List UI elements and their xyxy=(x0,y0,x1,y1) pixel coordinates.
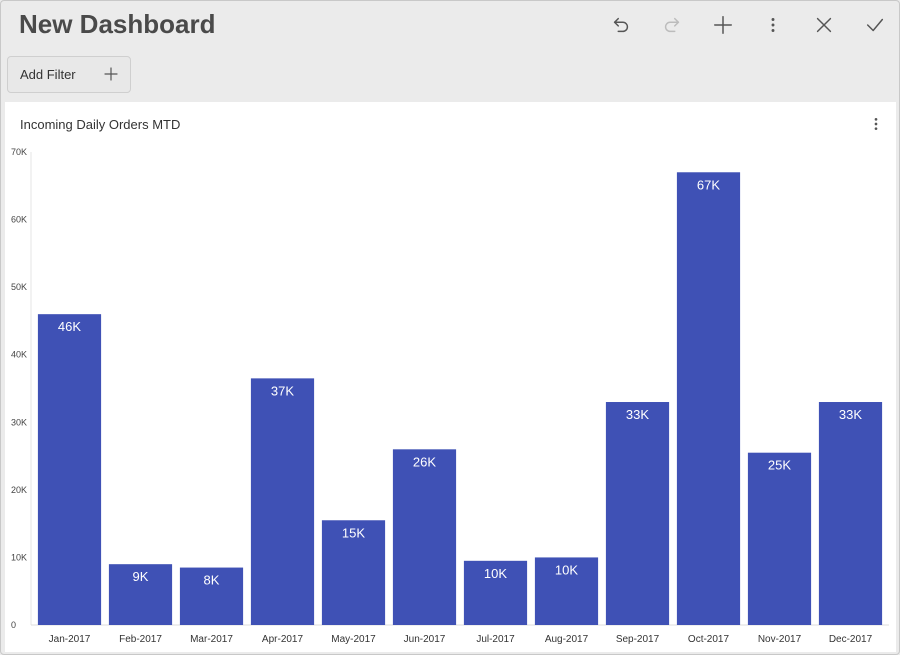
bar[interactable] xyxy=(250,378,315,625)
bar-data-label: 15K xyxy=(342,525,365,540)
bar[interactable] xyxy=(392,449,457,625)
chart-widget[interactable]: Incoming Daily Orders MTD 0 10K 20K 30K 40K 5… xyxy=(5,102,896,652)
y-tick-label: 20K xyxy=(11,485,27,495)
bar[interactable] xyxy=(818,402,883,625)
x-tick-label: Jun-2017 xyxy=(404,634,446,645)
x-tick-label: Aug-2017 xyxy=(545,634,589,645)
y-tick-label: 40K xyxy=(11,350,27,360)
redo-icon xyxy=(664,17,680,33)
bar-data-label: 33K xyxy=(626,407,649,422)
bar[interactable] xyxy=(676,172,741,625)
undo-button[interactable] xyxy=(607,11,635,39)
bar-data-label: 10K xyxy=(555,562,578,577)
x-tick-label: Dec-2017 xyxy=(829,634,873,645)
bar-data-label: 67K xyxy=(697,177,720,192)
add-icon xyxy=(714,16,732,34)
x-tick-label: Oct-2017 xyxy=(688,634,730,645)
bar[interactable] xyxy=(108,564,173,625)
check-icon xyxy=(866,18,884,32)
widget-menu-button[interactable] xyxy=(866,114,886,134)
x-tick-label: Jan-2017 xyxy=(49,634,91,645)
more-vertical-icon xyxy=(874,118,878,130)
save-button[interactable] xyxy=(861,11,889,39)
y-tick-label: 10K xyxy=(11,552,27,562)
bar-data-label: 25K xyxy=(768,458,791,473)
bar-data-label: 9K xyxy=(133,569,149,584)
y-tick-label: 30K xyxy=(11,417,27,427)
more-vertical-icon xyxy=(771,18,775,32)
bar-chart: 0 10K 20K 30K 40K 50K 60K 70K 46K Jan-2017 9K Feb-2… xyxy=(11,147,889,645)
y-tick-label: 0 xyxy=(11,620,16,630)
bar[interactable] xyxy=(463,560,528,625)
x-tick-label: Nov-2017 xyxy=(758,634,802,645)
bar[interactable] xyxy=(179,567,244,625)
bar-data-label: 37K xyxy=(271,383,294,398)
undo-icon xyxy=(613,17,629,33)
bar-data-label: 46K xyxy=(58,319,81,334)
bar[interactable] xyxy=(321,520,386,625)
y-tick-label: 60K xyxy=(11,215,27,225)
x-tick-label: Mar-2017 xyxy=(190,634,233,645)
x-tick-label: Apr-2017 xyxy=(262,634,304,645)
bar[interactable] xyxy=(747,452,812,625)
close-icon xyxy=(816,17,832,33)
plus-icon xyxy=(104,67,118,81)
bar-data-label: 8K xyxy=(204,573,220,588)
add-filter-button[interactable]: Add Filter xyxy=(7,56,131,93)
bar-data-label: 10K xyxy=(484,566,507,581)
bar-data-label: 26K xyxy=(413,454,436,469)
header: New Dashboard xyxy=(1,1,899,49)
x-tick-label: Jul-2017 xyxy=(476,634,515,645)
bar[interactable] xyxy=(534,557,599,625)
x-tick-label: Feb-2017 xyxy=(119,634,162,645)
add-widget-button[interactable] xyxy=(709,11,737,39)
y-tick-label: 50K xyxy=(11,282,27,292)
more-options-button[interactable] xyxy=(759,11,787,39)
bar-data-label: 33K xyxy=(839,407,862,422)
bar[interactable] xyxy=(37,314,102,625)
widget-title: Incoming Daily Orders MTD xyxy=(20,117,181,132)
redo-button[interactable] xyxy=(658,11,686,39)
x-tick-label: Sep-2017 xyxy=(616,634,660,645)
close-button[interactable] xyxy=(810,11,838,39)
y-tick-label: 70K xyxy=(11,147,27,157)
bar[interactable] xyxy=(605,402,670,625)
add-filter-label: Add Filter xyxy=(20,67,76,82)
x-tick-label: May-2017 xyxy=(331,634,376,645)
page-title: New Dashboard xyxy=(19,9,216,39)
filter-bar: Add Filter xyxy=(1,49,899,101)
